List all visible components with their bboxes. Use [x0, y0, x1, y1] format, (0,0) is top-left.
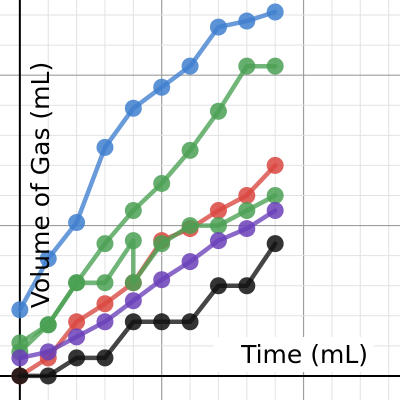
data-point — [153, 235, 171, 253]
data-point — [209, 102, 227, 120]
data-point — [124, 274, 142, 292]
x-axis-title: Time (mL) — [240, 340, 368, 369]
data-point — [266, 156, 284, 174]
data-point — [68, 349, 86, 367]
data-point — [238, 12, 256, 30]
data-point — [11, 334, 29, 352]
data-point — [238, 202, 256, 220]
data-point — [153, 174, 171, 192]
data-point — [153, 78, 171, 96]
data-point — [68, 214, 86, 232]
data-point — [68, 274, 86, 292]
y-axis-title: Volume of Gas (mL) — [26, 62, 55, 308]
data-point — [124, 292, 142, 310]
series-1 — [11, 3, 284, 319]
data-point — [181, 57, 199, 75]
data-point — [39, 343, 57, 361]
data-point — [181, 253, 199, 271]
data-point — [238, 220, 256, 238]
data-point — [266, 235, 284, 253]
data-point — [68, 313, 86, 331]
data-point — [209, 18, 227, 36]
data-point — [68, 328, 86, 346]
data-point — [39, 316, 57, 334]
x-axis-title-background — [214, 337, 374, 372]
data-point — [181, 141, 199, 159]
data-point — [96, 235, 114, 253]
data-point — [96, 313, 114, 331]
data-point — [96, 138, 114, 156]
data-point — [96, 349, 114, 367]
data-point — [238, 186, 256, 204]
series-layer — [11, 3, 284, 385]
data-point — [209, 217, 227, 235]
data-point — [266, 186, 284, 204]
series-line — [17, 208, 278, 361]
data-point — [266, 202, 284, 220]
data-point — [124, 202, 142, 220]
data-point — [266, 3, 284, 21]
data-point — [39, 367, 57, 385]
data-point — [209, 202, 227, 220]
data-point — [11, 349, 29, 367]
data-point — [181, 217, 199, 235]
data-point — [11, 367, 29, 385]
data-point — [124, 99, 142, 117]
data-point — [209, 277, 227, 295]
data-point — [39, 250, 57, 268]
data-point — [266, 57, 284, 75]
data-point — [96, 295, 114, 313]
series-4 — [11, 186, 284, 352]
data-point — [209, 232, 227, 250]
data-point — [96, 274, 114, 292]
data-point — [153, 271, 171, 289]
series-line — [17, 9, 278, 313]
data-point — [238, 57, 256, 75]
data-point — [153, 313, 171, 331]
data-point — [11, 301, 29, 319]
series-line — [17, 241, 278, 379]
data-point — [238, 277, 256, 295]
data-point — [124, 232, 142, 250]
data-point — [181, 313, 199, 331]
series-6 — [11, 235, 284, 385]
data-point — [124, 313, 142, 331]
series-5 — [11, 202, 284, 367]
